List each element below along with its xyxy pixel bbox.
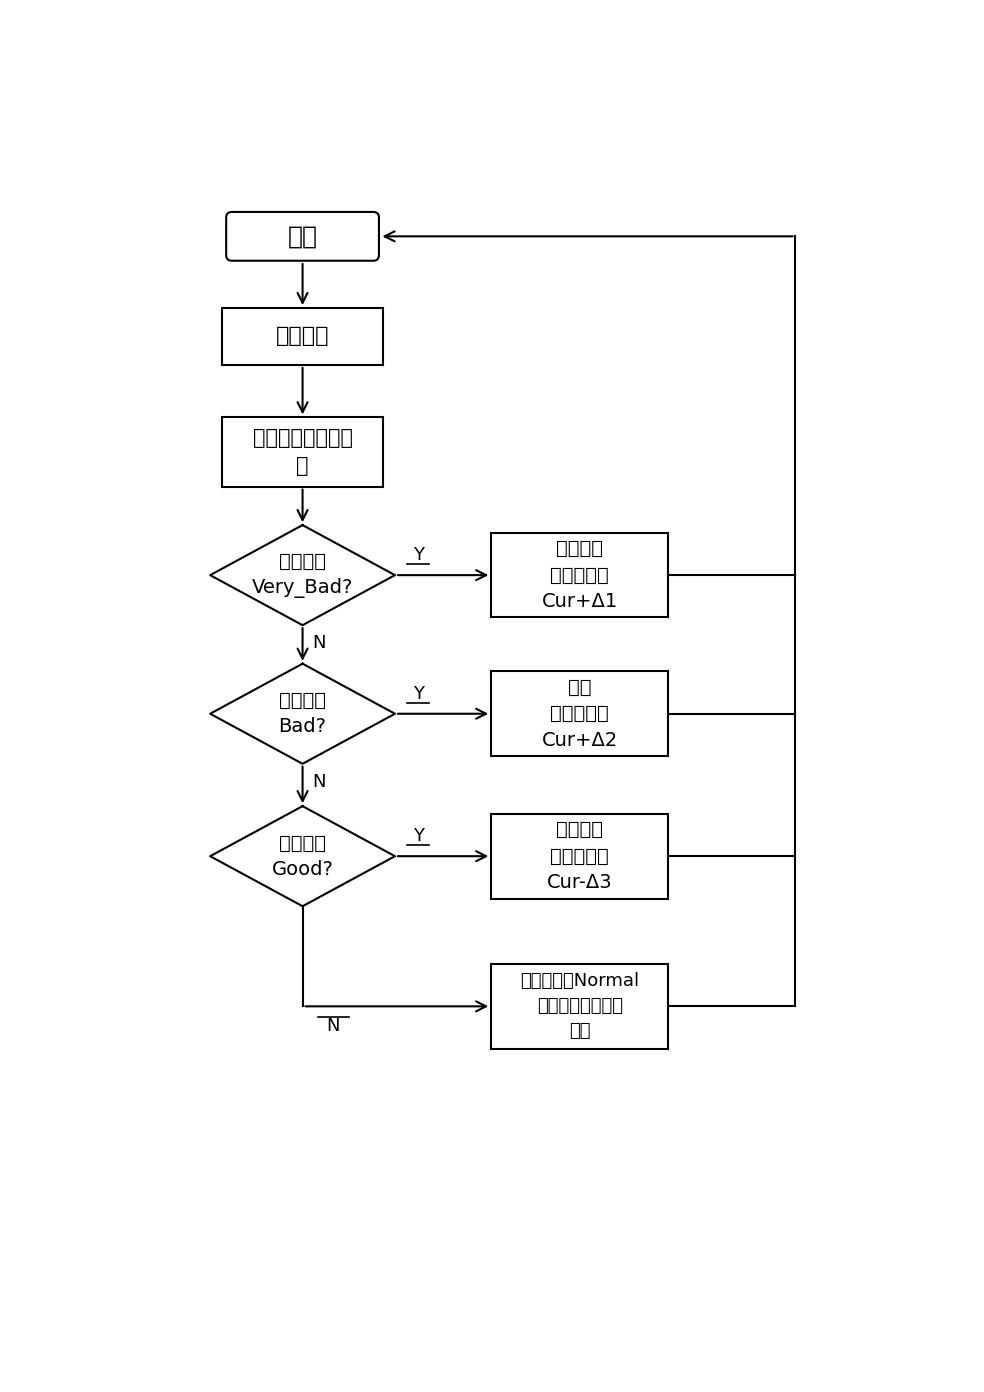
Bar — [221, 308, 384, 365]
Text: Y: Y — [412, 685, 423, 703]
Text: N: N — [312, 773, 326, 791]
Text: N: N — [327, 1018, 340, 1036]
Bar — [491, 814, 668, 899]
Text: 慢速下调
各模块电流
Cur-Δ3: 慢速下调 各模块电流 Cur-Δ3 — [547, 820, 613, 892]
FancyBboxPatch shape — [226, 212, 379, 260]
Bar — [221, 418, 384, 487]
Text: N: N — [312, 635, 326, 653]
Text: 图像品质
Bad?: 图像品质 Bad? — [278, 690, 327, 736]
Bar — [491, 533, 668, 618]
Polygon shape — [211, 664, 395, 764]
Polygon shape — [211, 806, 395, 906]
Text: Y: Y — [412, 827, 423, 845]
Text: 图像品质为Normal
级，无需调整电流
大小: 图像品质为Normal 级，无需调整电流 大小 — [521, 973, 640, 1040]
Text: Y: Y — [412, 547, 423, 564]
Bar — [491, 671, 668, 756]
Text: 快速上调
各模块电流
Cur+Δ1: 快速上调 各模块电流 Cur+Δ1 — [541, 539, 618, 611]
Text: 攫取图像: 攫取图像 — [276, 327, 330, 347]
Bar — [491, 965, 668, 1048]
Text: 图像品质
Good?: 图像品质 Good? — [272, 834, 334, 878]
Text: 图像品质
Very_Bad?: 图像品质 Very_Bad? — [252, 551, 353, 599]
Text: 开始: 开始 — [287, 224, 318, 248]
Polygon shape — [211, 525, 395, 625]
Text: 上调
各模块电流
Cur+Δ2: 上调 各模块电流 Cur+Δ2 — [541, 678, 618, 750]
Text: 对图像进行品质判
断: 对图像进行品质判 断 — [253, 427, 352, 476]
